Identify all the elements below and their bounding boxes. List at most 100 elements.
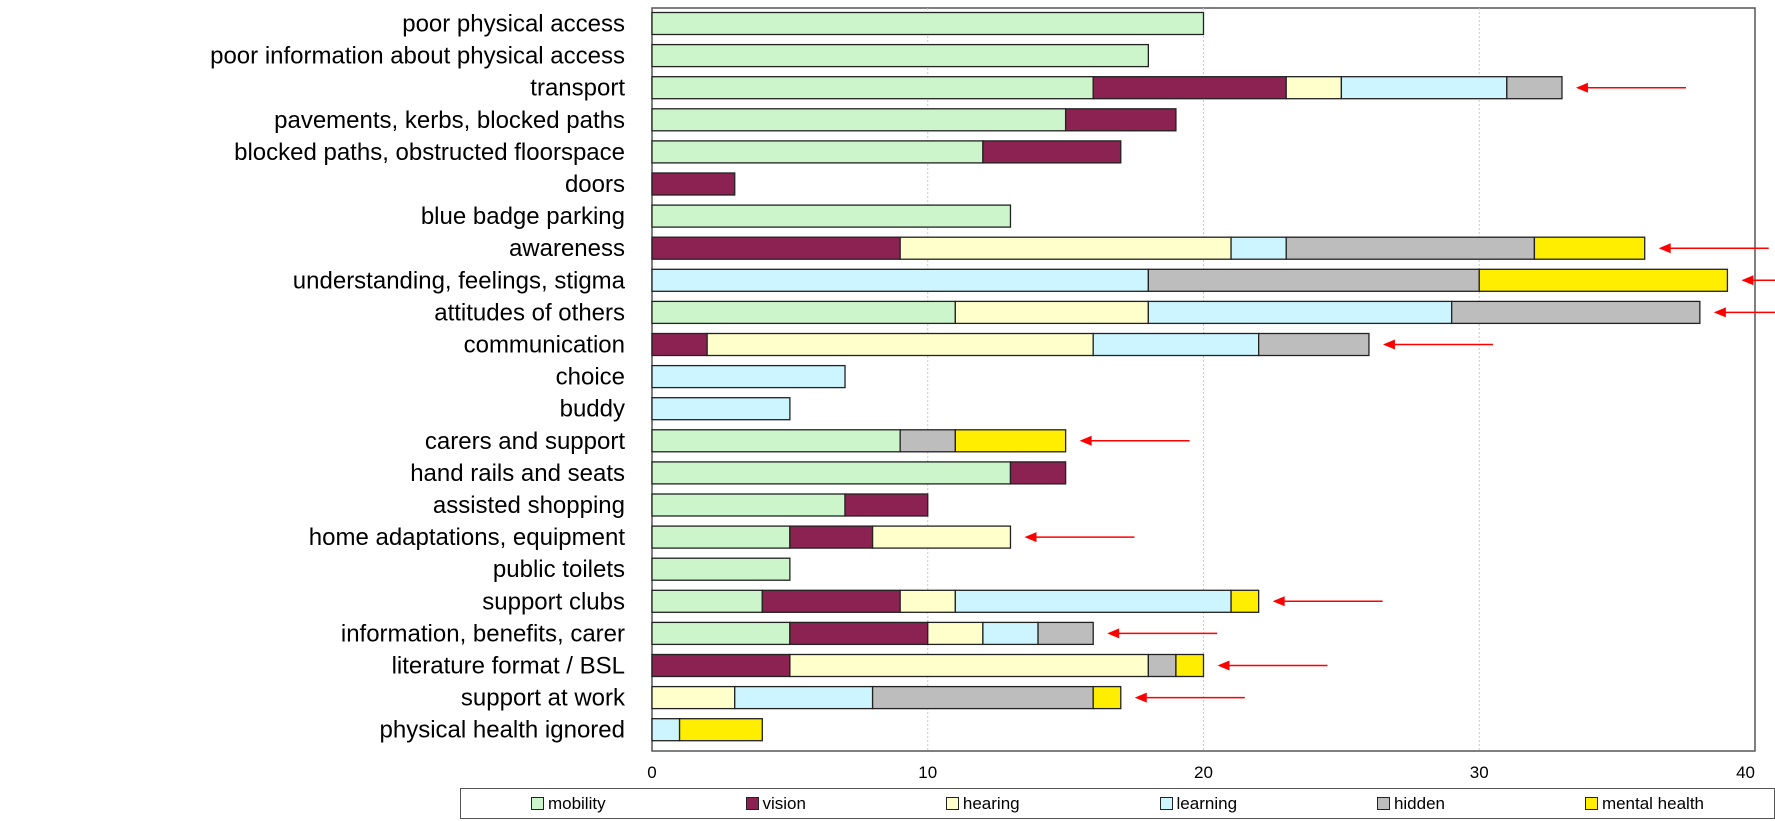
category-label: communication [464,332,625,359]
bar-segment-mental-health [1478,268,1729,292]
bar-segment-mental-health [954,429,1067,453]
legend-swatch [945,797,959,810]
category-label: support clubs [482,588,625,615]
x-tick-label: 30 [1470,763,1489,782]
bar-segment-mental-health [1175,653,1205,678]
category-label: literature format / BSL [392,653,625,680]
bar-segment-hearing [871,525,1012,549]
x-tick-label: 10 [918,763,937,782]
category-label: hand rails and seats [410,460,625,487]
bar-segment-hearing [954,300,1150,325]
category-label: choice [556,364,625,391]
category-label: understanding, feelings, stigma [293,267,626,294]
bar-segment-learning [651,718,681,742]
bar-segment-learning [1340,76,1508,100]
annotation-arrow [1134,692,1245,703]
bar-segment-mobility [651,557,791,581]
annotation-arrow [1272,596,1383,607]
bar-segment-mobility [651,76,1094,100]
annotation-arrow [1713,307,1775,318]
bar-segment-vision [789,621,929,646]
legend-label: mobility [547,793,606,813]
bar-segment-mobility [651,300,956,325]
legend-item: hearing [945,793,1020,814]
bar-segment-vision [651,172,736,196]
bar-segment-mobility [651,589,763,613]
bar-segment-hearing [789,653,1150,678]
legend-swatch [1584,797,1598,810]
bar-segment-mobility [651,525,791,549]
bar-segment-learning [1230,236,1287,260]
category-label: support at work [461,685,626,712]
annotation-arrow [1079,435,1190,446]
bar-segment-mobility [651,43,1150,68]
annotation-arrow [1741,275,1775,286]
bar-segment-learning [1147,300,1453,325]
bar-segment-mobility [651,461,1012,485]
bar-segment-hidden [1147,268,1480,292]
bar-segment-mobility [651,493,846,517]
category-label: buddy [560,396,625,423]
category-label: awareness [509,235,625,262]
legend: mobility vision hearing learning hidden menta… [460,788,1775,819]
bar-segment-learning [954,589,1232,613]
category-label: information, benefits, carer [341,620,625,647]
annotation-arrow [1107,628,1218,639]
bar-segment-learning [651,268,1150,292]
annotation-arrow [1658,243,1769,254]
x-tick-label: 20 [1194,763,1213,782]
category-label: pavements, kerbs, blocked paths [274,107,625,134]
bar-segment-mental-health [1533,236,1646,260]
bar-segment-mobility [651,108,1067,132]
bars [651,11,1729,742]
bar-segment-vision [651,236,901,260]
legend-label: mental health [1601,793,1705,813]
legend-label: hidden [1393,793,1446,813]
bar-segment-vision [1009,461,1067,485]
bar-segment-hidden [1285,236,1536,260]
bar-segment-vision [1092,76,1287,100]
bar-segment-mobility [651,621,791,646]
legend-item: mental health [1584,793,1705,814]
legend-swatch [1159,797,1173,810]
bar-segment-learning [982,621,1039,646]
bar-segment-hearing [1285,76,1343,100]
bar-segment-hidden [1147,653,1177,678]
bar-segment-hearing [899,236,1232,260]
bar-segment-hearing [899,589,956,613]
bar-segment-learning [651,397,791,421]
legend-label: vision [762,793,806,813]
legend-swatch [530,797,544,810]
x-tick-label: 0 [647,763,656,782]
annotation-arrow [1575,82,1686,93]
bar-segment-learning [734,685,874,710]
category-label: transport [530,75,625,102]
legend-label: hearing [962,793,1020,813]
annotation-arrow [1024,532,1135,543]
bar-segment-hidden [1037,621,1094,646]
bar-segment-hidden [899,429,956,453]
category-label: poor physical access [402,11,625,38]
bar-segment-hidden [871,685,1094,710]
category-label: assisted shopping [433,492,625,519]
legend-item: vision [745,793,806,814]
legend-swatch [1376,797,1390,810]
annotation-arrows [1024,82,1775,703]
category-label: carers and support [425,428,625,455]
bar-segment-vision [1064,108,1177,132]
bar-segment-vision [982,140,1122,164]
bar-segment-mental-health [1230,589,1260,613]
bar-segment-vision [651,653,791,678]
bar-segment-vision [844,493,929,517]
category-label: blocked paths, obstructed floorspace [234,139,625,166]
bar-segment-hearing [651,685,736,710]
bar-segment-mental-health [1092,685,1122,710]
bar-segment-learning [651,364,846,389]
category-label: public toilets [493,556,625,583]
bar-segment-hidden [1506,76,1563,100]
bar-segment-vision [789,525,874,549]
legend-item: hidden [1376,793,1446,814]
annotation-arrow [1217,660,1328,671]
category-label: poor information about physical access [210,43,625,70]
